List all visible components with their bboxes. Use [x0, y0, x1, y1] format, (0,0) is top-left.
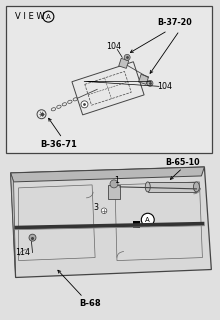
Circle shape — [101, 208, 107, 213]
Polygon shape — [11, 167, 211, 277]
Bar — [139, 74, 148, 84]
Circle shape — [141, 213, 154, 226]
Text: 104: 104 — [106, 42, 121, 51]
Ellipse shape — [193, 182, 200, 192]
Text: A: A — [46, 14, 51, 20]
Text: B-37-20: B-37-20 — [157, 18, 192, 27]
Text: B-68: B-68 — [79, 299, 101, 308]
Polygon shape — [11, 167, 204, 182]
Bar — [148, 182, 196, 192]
Ellipse shape — [145, 182, 150, 192]
Bar — [6, 6, 212, 153]
Text: B-36-71: B-36-71 — [40, 140, 77, 148]
Circle shape — [81, 101, 88, 108]
Text: V I E W: V I E W — [15, 12, 44, 21]
Circle shape — [124, 54, 130, 60]
Text: 3: 3 — [94, 203, 99, 212]
Circle shape — [147, 80, 153, 86]
Text: 1: 1 — [114, 176, 119, 185]
Text: B-65-10: B-65-10 — [165, 158, 200, 167]
Text: 114: 114 — [15, 248, 31, 257]
Circle shape — [29, 234, 36, 241]
Text: A: A — [145, 217, 150, 223]
Polygon shape — [11, 173, 16, 277]
Bar — [133, 221, 140, 228]
Circle shape — [110, 180, 118, 188]
Text: 104: 104 — [157, 82, 172, 91]
Bar — [108, 185, 120, 199]
Bar — [119, 58, 129, 68]
